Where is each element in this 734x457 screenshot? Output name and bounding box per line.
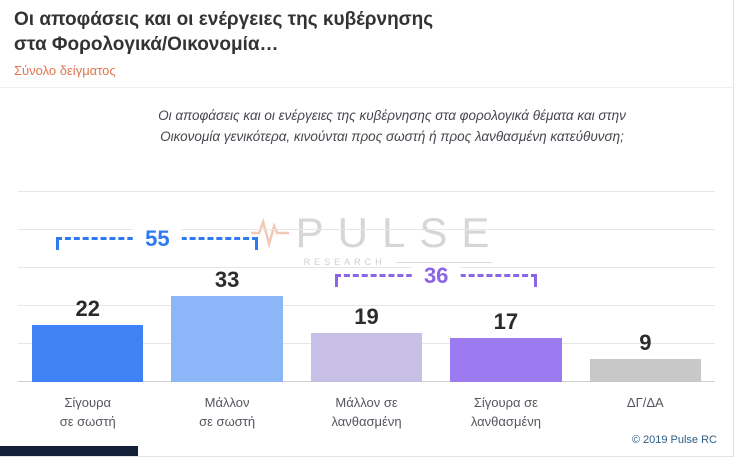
group-bracket: 55 xyxy=(56,227,259,252)
plot-area: 22 33 19 17 9 55 36 xyxy=(18,191,715,383)
chart-title-line1: Οι αποφάσεις και οι ενέργειες της κυβέρν… xyxy=(14,9,434,30)
group-bracket: 36 xyxy=(335,263,538,289)
chart-title: Οι αποφάσεις και οι ενέργειες της κυβέρν… xyxy=(14,8,719,57)
bar-column: 19 xyxy=(297,303,436,383)
bar-value-label: 19 xyxy=(354,303,379,329)
bar-chart: 22 33 19 17 9 55 36 xyxy=(18,191,715,383)
bar xyxy=(31,325,144,383)
chart-title-line2: στα Φορολογικά/Οικονομία… xyxy=(14,33,279,55)
category-label: ΔΓ/ΔΑ xyxy=(626,395,664,411)
bar xyxy=(450,338,562,383)
bar-value-label: 9 xyxy=(639,329,652,355)
survey-question: Οι αποφάσεις και οι ενέργειες της κυβέρν… xyxy=(158,108,626,145)
header: Οι αποφάσεις και οι ενέργειες της κυβέρν… xyxy=(0,0,733,89)
category-label: Μάλλον σε λανθασμένη xyxy=(331,395,402,430)
copyright: © 2019 Pulse RC xyxy=(631,434,717,446)
grid-line xyxy=(18,305,715,307)
bar-column: 22 xyxy=(18,296,157,383)
bar-column: 9 xyxy=(576,329,715,383)
grid-line xyxy=(18,229,715,231)
grid-line xyxy=(18,191,715,193)
bar-value-label: 17 xyxy=(493,309,519,335)
category-labels: Σίγουρα σε σωστή Μάλλον σε σωστή Μάλλον σε… xyxy=(18,394,715,432)
bar xyxy=(310,332,423,383)
bar-columns: 22 33 19 17 9 xyxy=(18,192,715,383)
bar-column: 33 xyxy=(157,267,296,383)
bar-column: 17 xyxy=(436,309,575,383)
group-total-label: 55 xyxy=(133,227,182,252)
category-label: Σίγουρα σε λανθασμένη xyxy=(470,395,541,430)
sample-label: Σύνολο δείγματος xyxy=(14,63,116,79)
bar xyxy=(589,358,702,383)
grid-line xyxy=(18,267,715,269)
bar-value-label: 33 xyxy=(214,267,240,293)
bar xyxy=(171,296,283,383)
category-label: Μάλλον σε σωστή xyxy=(199,395,256,430)
category-label: Σίγουρα σε σωστή xyxy=(59,395,116,430)
video-progress-bar xyxy=(0,446,138,456)
bar-value-label: 22 xyxy=(75,296,100,322)
group-total-label: 36 xyxy=(411,263,461,289)
